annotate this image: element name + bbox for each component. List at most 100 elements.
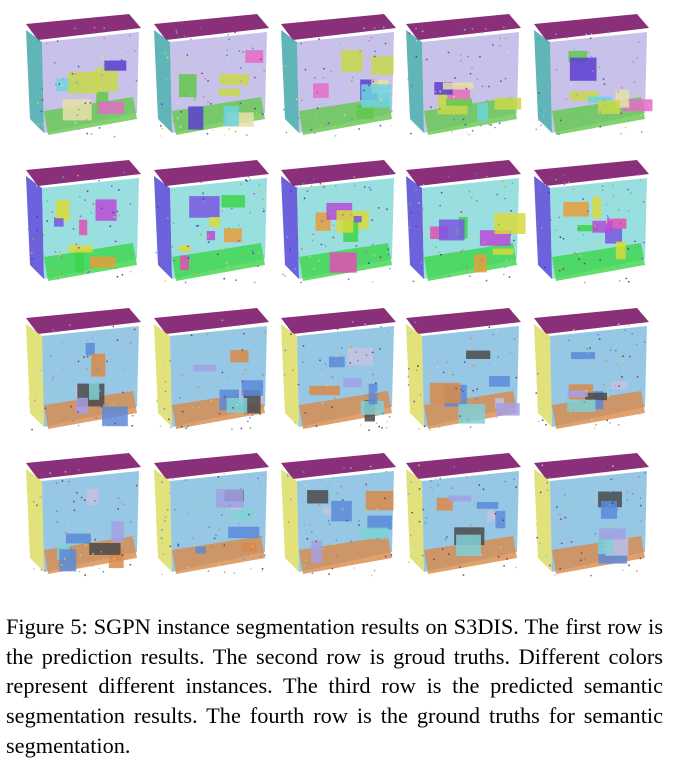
point-speckle bbox=[197, 494, 199, 497]
point-speckle bbox=[628, 564, 630, 567]
point-speckle bbox=[226, 376, 229, 378]
point-speckle bbox=[433, 363, 436, 366]
point-speckle bbox=[324, 245, 327, 248]
point-speckle bbox=[164, 280, 167, 283]
left-wall-segment bbox=[534, 176, 552, 279]
point-speckle bbox=[609, 349, 612, 351]
point-speckle bbox=[296, 186, 298, 189]
point-speckle bbox=[84, 574, 87, 577]
object-segment bbox=[209, 217, 221, 227]
point-speckle bbox=[90, 532, 93, 534]
point-speckle bbox=[340, 347, 343, 349]
point-speckle bbox=[244, 368, 247, 371]
point-speckle bbox=[207, 241, 210, 244]
point-speckle bbox=[251, 414, 254, 417]
point-speckle bbox=[109, 225, 112, 228]
point-speckle bbox=[583, 262, 586, 265]
point-speckle bbox=[572, 329, 575, 331]
point-speckle bbox=[356, 505, 359, 508]
point-speckle bbox=[362, 89, 365, 92]
object-segment bbox=[336, 210, 354, 233]
point-speckle bbox=[243, 482, 246, 485]
point-speckle bbox=[182, 348, 185, 351]
point-speckle bbox=[558, 513, 561, 516]
point-speckle bbox=[388, 416, 391, 418]
point-speckle bbox=[89, 102, 92, 104]
point-speckle bbox=[439, 477, 442, 480]
roof-segment bbox=[26, 14, 141, 40]
point-speckle bbox=[260, 347, 263, 350]
roof-segment bbox=[534, 14, 649, 40]
point-speckle bbox=[320, 243, 323, 246]
point-speckle bbox=[225, 262, 228, 264]
point-speckle bbox=[554, 549, 557, 552]
point-speckle bbox=[74, 27, 76, 30]
point-speckle bbox=[365, 394, 367, 397]
point-speckle bbox=[356, 359, 359, 362]
point-speckle bbox=[321, 367, 324, 370]
point-speckle bbox=[159, 425, 162, 428]
point-speckle bbox=[117, 331, 120, 334]
point-speckle bbox=[627, 210, 630, 212]
point-speckle bbox=[252, 252, 255, 255]
point-speckle bbox=[494, 512, 497, 515]
point-speckle bbox=[598, 338, 601, 340]
point-speckle bbox=[515, 376, 518, 379]
point-speckle bbox=[303, 523, 306, 525]
point-speckle bbox=[319, 182, 322, 185]
point-speckle bbox=[415, 188, 417, 191]
point-speckle bbox=[123, 171, 126, 174]
point-speckle bbox=[513, 338, 516, 340]
point-speckle bbox=[79, 554, 82, 556]
point-speckle bbox=[458, 229, 460, 232]
point-speckle bbox=[37, 101, 39, 104]
point-speckle bbox=[418, 488, 421, 490]
point-speckle bbox=[590, 55, 592, 58]
point-speckle bbox=[546, 337, 548, 340]
point-speckle bbox=[186, 245, 189, 248]
point-speckle bbox=[554, 574, 556, 576]
point-speckle bbox=[373, 569, 376, 572]
left-wall-segment bbox=[406, 30, 424, 133]
point-speckle bbox=[215, 111, 218, 113]
point-speckle bbox=[172, 477, 174, 480]
object-segment bbox=[95, 199, 117, 221]
point-speckle bbox=[67, 480, 70, 483]
point-speckle bbox=[501, 180, 504, 182]
point-speckle bbox=[546, 489, 549, 491]
point-speckle bbox=[259, 555, 262, 558]
left-wall-segment bbox=[406, 176, 424, 279]
point-speckle bbox=[388, 522, 391, 525]
point-speckle bbox=[135, 79, 138, 82]
point-speckle bbox=[545, 84, 548, 87]
point-speckle bbox=[443, 226, 446, 229]
point-speckle bbox=[590, 33, 593, 36]
point-speckle bbox=[353, 567, 356, 569]
point-speckle bbox=[72, 500, 75, 503]
point-speckle bbox=[370, 36, 373, 39]
object-segment bbox=[195, 546, 206, 554]
point-speckle bbox=[116, 275, 119, 278]
point-speckle bbox=[514, 566, 517, 569]
point-speckle bbox=[448, 275, 451, 278]
point-speckle bbox=[282, 273, 285, 276]
point-speckle bbox=[100, 539, 103, 541]
point-speckle bbox=[294, 421, 296, 424]
point-speckle bbox=[488, 363, 491, 366]
point-speckle bbox=[29, 239, 32, 241]
point-speckle bbox=[417, 365, 419, 368]
point-speckle bbox=[425, 229, 427, 232]
point-speckle bbox=[562, 237, 565, 240]
point-speckle bbox=[186, 566, 189, 569]
point-speckle bbox=[228, 38, 231, 41]
point-speckle bbox=[535, 392, 538, 394]
point-speckle bbox=[439, 204, 442, 207]
point-speckle bbox=[168, 492, 171, 494]
point-speckle bbox=[220, 210, 223, 212]
point-speckle bbox=[624, 126, 627, 129]
point-speckle bbox=[101, 64, 104, 67]
point-speckle bbox=[181, 410, 184, 413]
point-speckle bbox=[425, 91, 427, 94]
point-speckle bbox=[323, 67, 325, 70]
point-speckle bbox=[126, 357, 129, 360]
